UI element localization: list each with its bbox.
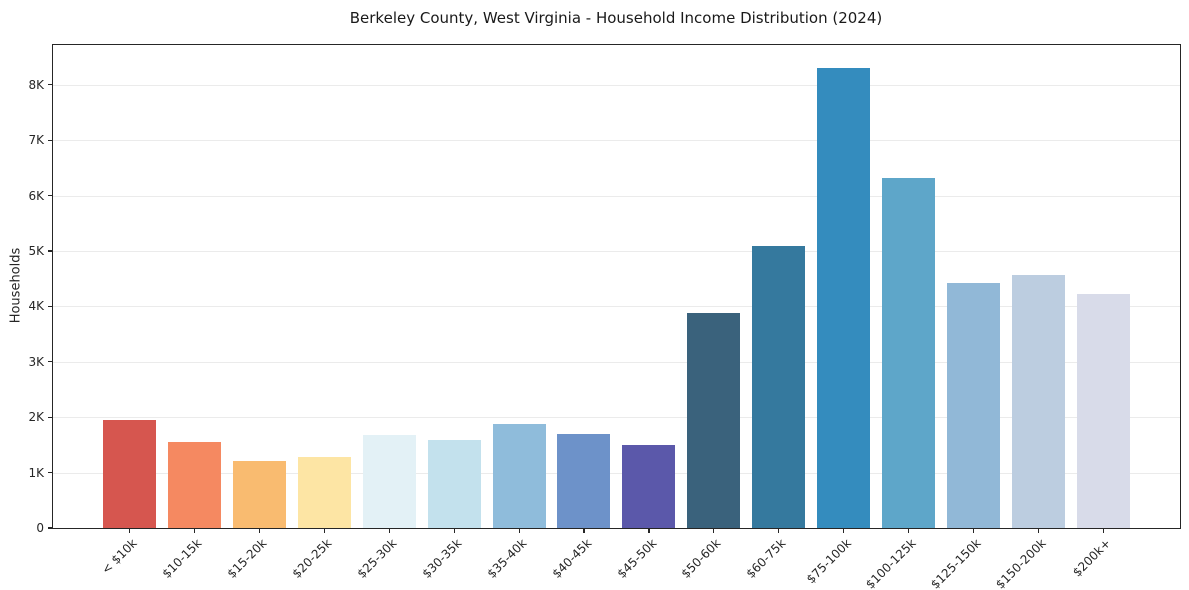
x-tick-mark (388, 528, 390, 533)
bar-$200k+ (1076, 294, 1130, 528)
x-tick-mark (258, 528, 260, 533)
bar-$125-150k (946, 282, 1000, 528)
x-tick-label: $40-45k (549, 536, 594, 581)
bar-$45-50k (622, 444, 676, 528)
bar-$75-100k (817, 68, 871, 528)
x-tick-label: $75-100k (803, 536, 854, 587)
y-tick-label: 1K (28, 465, 44, 480)
x-tick-label: < $10k (98, 536, 140, 577)
bar-$60-75k (752, 245, 806, 528)
bar-$15-20k (232, 460, 286, 528)
y-tick-mark (48, 250, 53, 252)
y-tick-mark (48, 472, 53, 474)
bar-$30-35k (427, 440, 481, 528)
x-tick-mark (713, 528, 715, 533)
x-tick-label: $20-25k (289, 536, 335, 581)
y-tick-mark (48, 527, 53, 529)
gridline (53, 84, 1180, 86)
x-tick-mark (193, 528, 196, 533)
bar-$20-25k (297, 456, 351, 528)
bar-$35-40k (492, 423, 546, 528)
y-tick-label: 7K (28, 133, 44, 148)
x-tick-label: $15-20k (224, 536, 270, 581)
x-tick-label: $45-50k (613, 536, 659, 581)
bar-$100-125k (882, 177, 936, 528)
x-tick-mark (648, 528, 650, 533)
y-tick-mark (48, 195, 53, 197)
y-tick-label: 0 (36, 521, 44, 535)
x-tick-label: $125-150k (927, 536, 984, 590)
x-tick-mark (778, 528, 780, 533)
y-tick-label: 2K (28, 410, 44, 425)
bar-< $10k (103, 420, 156, 528)
chart-title: Berkeley County, West Virginia - Househo… (349, 9, 883, 27)
x-tick-mark (843, 528, 845, 533)
x-tick-mark (518, 528, 520, 533)
y-tick-label: 4K (28, 299, 44, 314)
y-tick-mark (48, 305, 53, 308)
gridline (53, 417, 1180, 419)
x-tick-mark (973, 528, 975, 533)
bar-$25-30k (362, 434, 416, 528)
y-tick-label: 5K (28, 244, 44, 259)
x-tick-label: $10-15k (159, 536, 205, 581)
x-tick-label: $100-125k (862, 536, 919, 590)
x-tick-mark (908, 528, 910, 533)
x-tick-mark (453, 528, 455, 533)
x-tick-label: $30-35k (419, 536, 465, 581)
bar-$10-15k (167, 442, 221, 528)
gridline (53, 251, 1180, 253)
bars-row (53, 45, 1180, 528)
x-tick-mark (583, 528, 585, 533)
x-tick-label: $60-75k (743, 536, 789, 581)
x-tick-mark (323, 528, 325, 533)
x-tick-label: $200k+ (1069, 536, 1114, 580)
gridline (53, 472, 1180, 474)
x-tick-label: $35-40k (484, 536, 529, 581)
x-tick-mark (1102, 528, 1105, 533)
y-tick-label: 6K (28, 188, 44, 203)
y-tick-mark (48, 139, 53, 141)
gridline (53, 306, 1180, 308)
y-tick-label: 8K (28, 77, 44, 92)
gridline (53, 361, 1180, 363)
gridline (53, 140, 1180, 142)
x-tick-label: $25-30k (354, 536, 400, 581)
y-tick-mark (48, 84, 53, 86)
y-tick-mark (48, 361, 53, 363)
x-tick-mark (128, 528, 131, 533)
bar-$150-200k (1011, 274, 1065, 528)
x-tick-label: $150-200k (992, 536, 1049, 590)
bar-$50-60k (687, 312, 741, 528)
x-tick-mark (1037, 528, 1040, 533)
bar-$40-45k (557, 433, 611, 528)
plot-area: 0 1K 2K 3K 4K 5K 6K 7K 8K < $10k $10-15k $15-20k $2… (28, 44, 1181, 590)
gridline (53, 195, 1180, 197)
y-tick-mark (48, 416, 53, 418)
y-tick-label: 3K (28, 354, 44, 369)
x-tick-label: $50-60k (678, 536, 724, 581)
y-axis-label: Households (8, 247, 24, 324)
